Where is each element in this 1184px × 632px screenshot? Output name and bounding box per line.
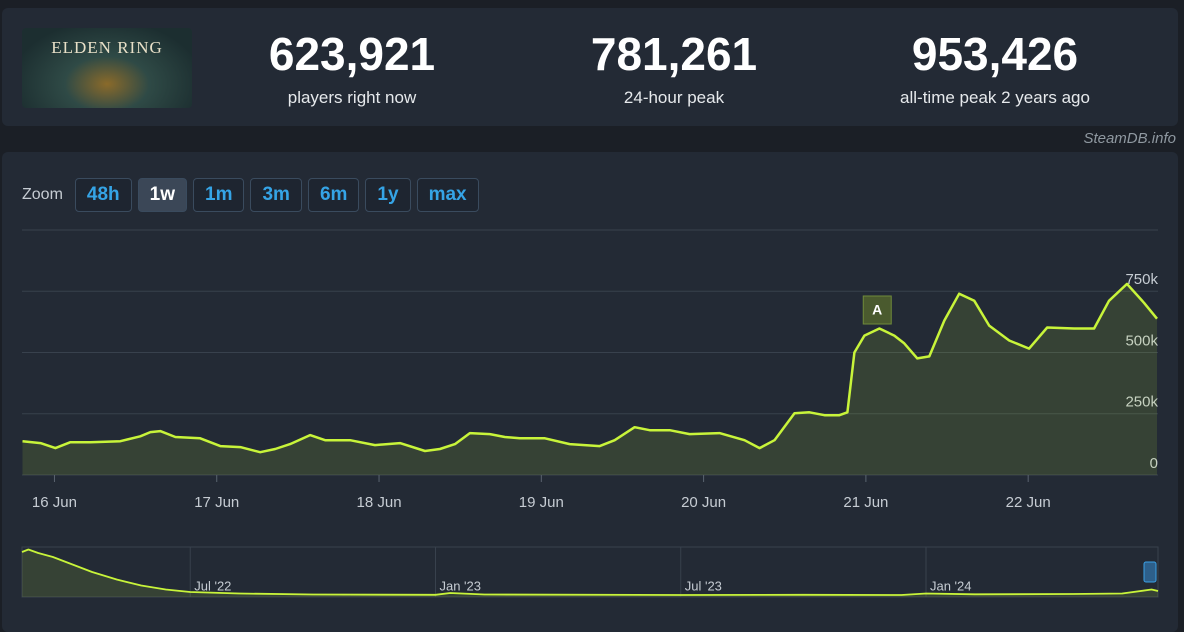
stat: 623,921 players right now xyxy=(192,28,512,108)
stat-value: 953,426 xyxy=(911,28,1079,80)
game-logo: ELDEN RING xyxy=(51,38,163,57)
x-tick-label: Jul '23 xyxy=(685,578,722,593)
navigator-frame xyxy=(21,546,1159,598)
x-tick-label: 19 Jun xyxy=(519,494,564,511)
y-tick-label: 0 xyxy=(1150,455,1158,472)
x-tick-label: Jan '23 xyxy=(439,578,481,593)
x-tick-label: 21 Jun xyxy=(843,494,888,511)
zoom-button[interactable]: max xyxy=(416,178,479,212)
stat: 781,261 24-hour peak xyxy=(514,28,834,108)
stat-label: players right now xyxy=(287,88,417,107)
zoom-label: Zoom xyxy=(22,186,63,203)
source: SteamDB.info xyxy=(1083,130,1176,147)
x-tick-label: 22 Jun xyxy=(1006,494,1051,511)
header: ELDEN RING 623,921 players right now 781,2… xyxy=(2,8,1178,126)
zoom-button[interactable]: 3m xyxy=(250,178,302,212)
zoom-button[interactable]: 1m xyxy=(193,178,245,212)
x-tick-label: 20 Jun xyxy=(681,494,726,511)
y-tick-label: 250k xyxy=(1125,394,1158,411)
x-tick-label: Jul '22 xyxy=(194,578,231,593)
annotation-flag xyxy=(862,295,892,325)
x-tick-label: 16 Jun xyxy=(32,494,77,511)
line xyxy=(22,282,1158,454)
navigator-handle xyxy=(1143,561,1157,583)
stat-label: 24-hour peak xyxy=(623,88,725,107)
zoom-button[interactable]: 48h xyxy=(74,178,132,212)
stat-value: 623,921 xyxy=(268,28,436,80)
chart-panel: Zoom 48h 1w 1m 3m 6m 1y max xyxy=(2,152,1178,632)
zoom-bar: Zoom 48h 1w 1m 3m 6m 1y max xyxy=(22,178,479,212)
line xyxy=(21,548,1159,596)
x-tick-label: 17 Jun xyxy=(194,494,239,511)
x-tick-label: Jan '24 xyxy=(930,578,972,593)
zoom-button[interactable]: 6m xyxy=(307,178,360,212)
annotation-label: A xyxy=(872,302,882,318)
zoom-button[interactable]: 1w xyxy=(137,178,188,212)
x-tick-label: 18 Jun xyxy=(357,494,402,511)
zoom-button[interactable]: 1y xyxy=(365,178,411,212)
stat-label: all-time peak 2 years ago xyxy=(900,88,1090,107)
y-tick-label: 750k xyxy=(1125,271,1158,288)
area-fill xyxy=(22,549,1158,597)
stat-value: 781,261 xyxy=(590,28,758,80)
y-tick-label: 500k xyxy=(1125,332,1158,349)
stat: 953,426 all-time peak 2 years ago xyxy=(835,28,1155,108)
game-thumbnail: ELDEN RING xyxy=(22,28,192,108)
